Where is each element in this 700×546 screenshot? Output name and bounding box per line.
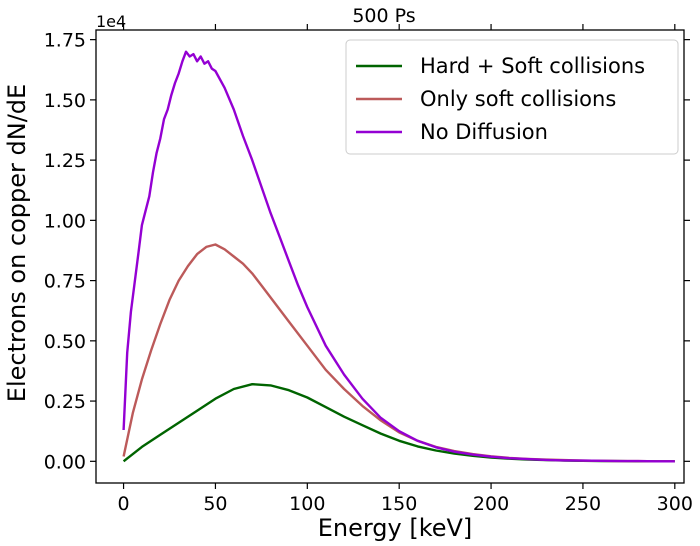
- y-tick-label: 0.00: [44, 451, 86, 473]
- y-axis-label: Electrons on copper dN/dE: [3, 84, 31, 402]
- x-tick-label: 200: [473, 493, 509, 515]
- y-axis-ticks: 0.00 0.25 0.50 0.75 1.00 1.25 1.50 1.75: [44, 30, 690, 473]
- x-tick-label: 250: [565, 493, 601, 515]
- series-line-hard-soft-collisions: [122, 383, 675, 463]
- legend-label-hard-soft: Hard + Soft collisions: [420, 54, 645, 78]
- legend-label-only-soft: Only soft collisions: [420, 87, 616, 111]
- x-axis-ticks: 0 50 100 150 200 250 300: [118, 24, 693, 515]
- x-tick-label: 100: [289, 493, 325, 515]
- x-tick-label: 150: [381, 493, 417, 515]
- y-offset-text: 1e4: [96, 12, 126, 31]
- x-tick-label: 300: [657, 493, 693, 515]
- y-tick-label: 0.50: [44, 331, 86, 353]
- legend-box: [345, 39, 679, 155]
- chart-title: 500 Ps: [352, 5, 415, 27]
- y-tick-label: 1.75: [44, 30, 86, 52]
- x-tick-label: 50: [203, 493, 227, 515]
- x-axis-label: Energy [keV]: [318, 514, 473, 542]
- plot-frame: [95, 29, 685, 484]
- y-tick-label: 0.75: [44, 271, 86, 293]
- y-tick-label: 0.25: [44, 391, 86, 413]
- y-tick-label: 1.50: [44, 90, 86, 112]
- y-tick-label: 1.25: [44, 150, 86, 172]
- y-tick-label: 1.00: [44, 210, 86, 232]
- series-line-only-soft-collisions: [122, 243, 675, 463]
- legend-label-no-diffusion: No Diffusion: [420, 120, 548, 144]
- legend: Hard + Soft collisions Only soft collisi…: [345, 39, 679, 155]
- series-line-no-diffusion: [122, 50, 675, 463]
- x-tick-label: 0: [118, 493, 130, 515]
- plot-series: [122, 50, 675, 463]
